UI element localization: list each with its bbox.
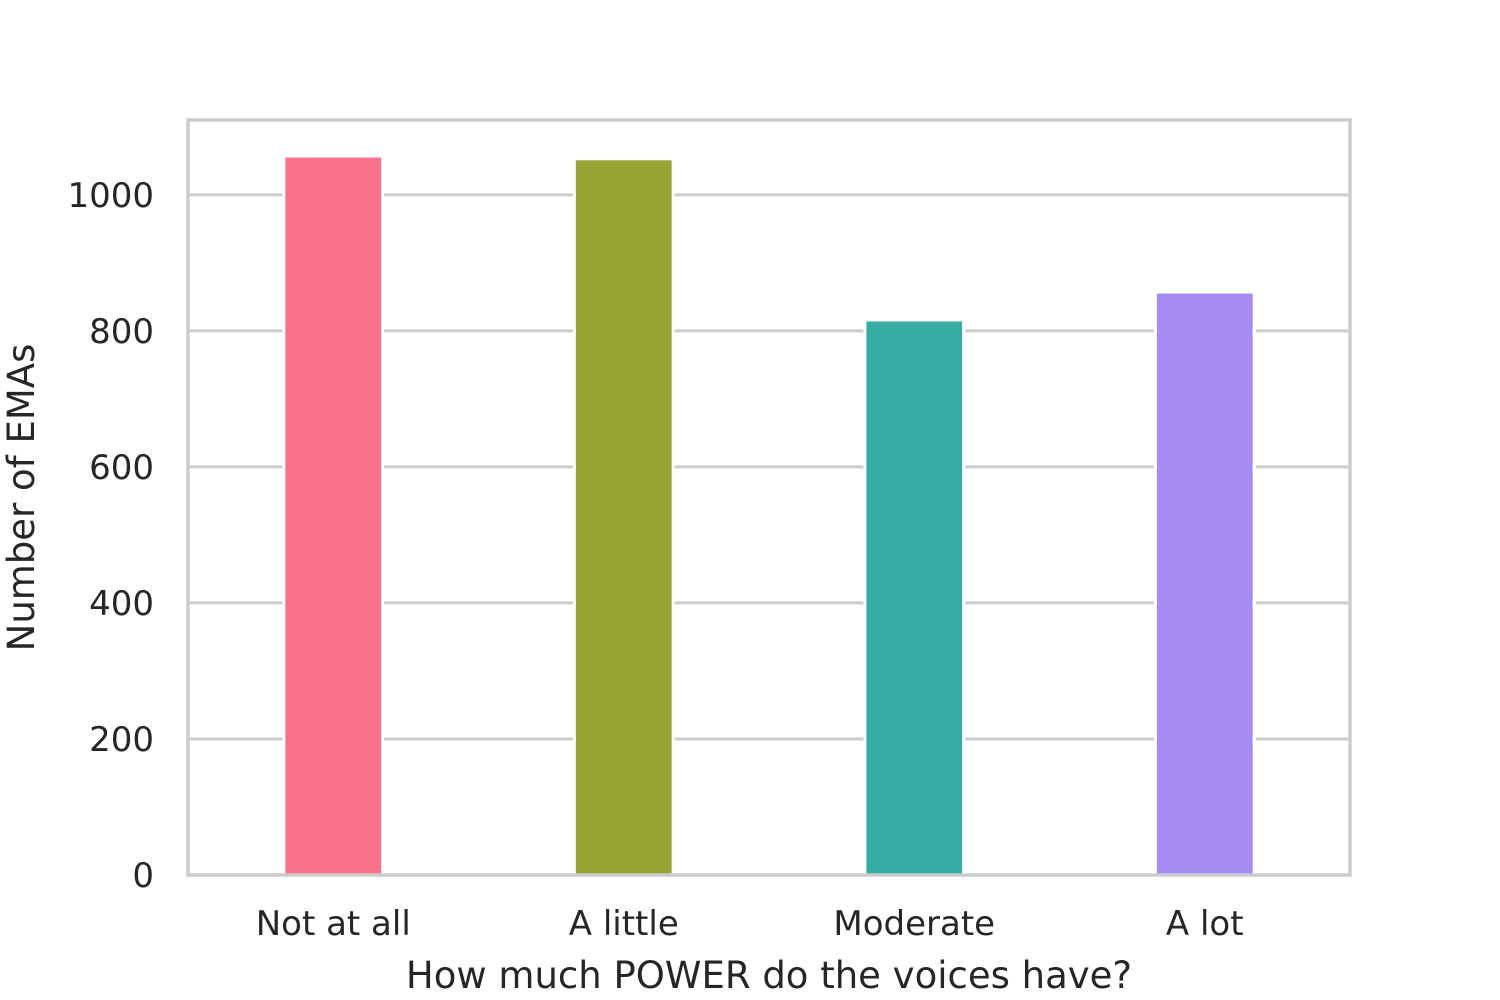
bar-a-lot: [1153, 290, 1256, 877]
plot-frame: [186, 118, 1352, 877]
x-tick-label: Moderate: [833, 904, 995, 944]
bar-not-at-all: [282, 154, 385, 877]
x-tick-labels: Not at all A little Moderate A lot: [256, 904, 1244, 944]
y-tick-label: 200: [89, 720, 154, 760]
y-tick-label: 0: [132, 856, 154, 896]
bar-moderate: [863, 318, 966, 877]
y-tick-labels: 0 200 400 600 800 1000: [67, 176, 154, 896]
y-tick-label: 1000: [67, 176, 154, 216]
x-axis-label: How much POWER do the voices have?: [406, 954, 1132, 997]
x-tick-label: A little: [569, 904, 679, 944]
y-tick-label: 400: [89, 584, 154, 624]
bars: [282, 154, 1256, 877]
y-axis-label: Number of EMAs: [0, 344, 43, 652]
x-tick-label: Not at all: [256, 904, 411, 944]
x-tick-label: A lot: [1166, 904, 1244, 944]
y-tick-label: 800: [89, 312, 154, 352]
y-tick-label: 600: [89, 448, 154, 488]
bar-a-little: [572, 157, 675, 877]
